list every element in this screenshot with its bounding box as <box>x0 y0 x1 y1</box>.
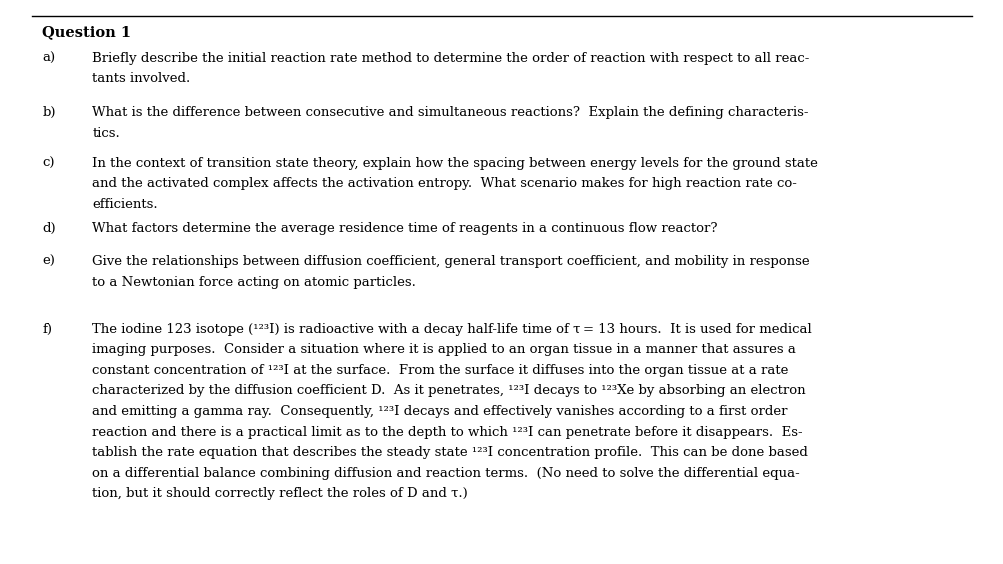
Text: reaction and there is a practical limit as to the depth to which ¹²³I can penetr: reaction and there is a practical limit … <box>92 426 802 439</box>
Text: tablish the rate equation that describes the steady state ¹²³I concentration pro: tablish the rate equation that describes… <box>92 446 807 459</box>
Text: tants involved.: tants involved. <box>92 72 191 86</box>
Text: d): d) <box>42 222 56 235</box>
Text: a): a) <box>42 52 55 65</box>
Text: Question 1: Question 1 <box>42 25 131 39</box>
Text: tion, but it should correctly reflect the roles of D and τ.): tion, but it should correctly reflect th… <box>92 487 467 500</box>
Text: b): b) <box>42 106 55 119</box>
Text: and the activated complex affects the activation entropy.  What scenario makes f: and the activated complex affects the ac… <box>92 177 796 191</box>
Text: c): c) <box>42 157 54 170</box>
Text: e): e) <box>42 255 55 268</box>
Text: and emitting a gamma ray.  Consequently, ¹²³I decays and effectively vanishes ac: and emitting a gamma ray. Consequently, … <box>92 405 787 418</box>
Text: What factors determine the average residence time of reagents in a continuous fl: What factors determine the average resid… <box>92 222 717 235</box>
Text: What is the difference between consecutive and simultaneous reactions?  Explain : What is the difference between consecuti… <box>92 106 808 119</box>
Text: on a differential balance combining diffusion and reaction terms.  (No need to s: on a differential balance combining diff… <box>92 467 799 480</box>
Text: In the context of transition state theory, explain how the spacing between energ: In the context of transition state theor… <box>92 157 817 170</box>
Text: characterized by the diffusion coefficient D.  As it penetrates, ¹²³I decays to : characterized by the diffusion coefficie… <box>92 385 805 398</box>
Text: The iodine 123 isotope (¹²³I) is radioactive with a decay half-life time of τ = : The iodine 123 isotope (¹²³I) is radioac… <box>92 323 811 336</box>
Text: Give the relationships between diffusion coefficient, general transport coeffici: Give the relationships between diffusion… <box>92 255 809 268</box>
Text: Briefly describe the initial reaction rate method to determine the order of reac: Briefly describe the initial reaction ra… <box>92 52 809 65</box>
Text: imaging purposes.  Consider a situation where it is applied to an organ tissue i: imaging purposes. Consider a situation w… <box>92 343 795 356</box>
Text: constant concentration of ¹²³I at the surface.  From the surface it diffuses int: constant concentration of ¹²³I at the su… <box>92 364 788 377</box>
Text: f): f) <box>42 323 52 336</box>
Text: efficients.: efficients. <box>92 198 157 211</box>
Text: to a Newtonian force acting on atomic particles.: to a Newtonian force acting on atomic pa… <box>92 275 416 289</box>
Text: tics.: tics. <box>92 126 120 140</box>
